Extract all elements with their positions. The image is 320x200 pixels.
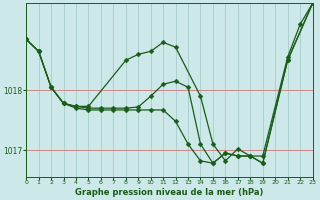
X-axis label: Graphe pression niveau de la mer (hPa): Graphe pression niveau de la mer (hPa) xyxy=(75,188,264,197)
